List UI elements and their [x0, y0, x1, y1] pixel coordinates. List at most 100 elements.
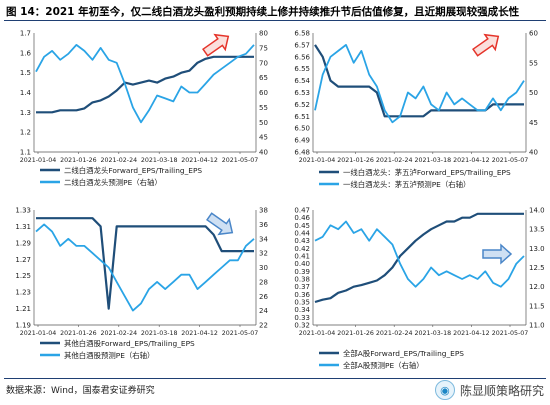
- right-tick-label: 50: [529, 89, 538, 97]
- left-tick-label: 1.1: [20, 149, 31, 157]
- watermark: ◉ 陈显顺策略研究: [434, 379, 544, 401]
- left-tick-label: 6.57: [294, 41, 310, 49]
- left-tick-label: 0.35: [294, 299, 310, 307]
- series-line-1: [35, 223, 255, 312]
- legend-label: 其他白酒股预测PE（右轴）: [64, 351, 154, 360]
- left-tick-label: 0.37: [294, 283, 310, 291]
- right-tick-label: 24: [259, 307, 268, 315]
- series-line-1: [35, 44, 255, 124]
- x-tick-label: 2021-05-07: [222, 157, 259, 164]
- left-tick-label: 0.36: [294, 291, 310, 299]
- trend-up-arrow-shape: [472, 33, 500, 57]
- trend-down-arrow-shape: [206, 212, 234, 236]
- x-tick-label: 2021-01-04: [299, 157, 336, 164]
- series-line-1: [314, 220, 525, 288]
- right-tick-label: 11.5: [529, 302, 545, 310]
- trend-up-arrow-icon: [472, 33, 500, 57]
- left-tick-label: 1.27: [15, 256, 31, 264]
- left-tick-label: 0.32: [294, 322, 310, 330]
- x-tick-label: 2021-05-07: [222, 330, 259, 337]
- right-tick-label: 40: [529, 149, 538, 157]
- x-tick-label: 2021-04-12: [453, 330, 490, 337]
- left-tick-label: 0.46: [294, 214, 310, 222]
- x-tick-label: 2021-01-26: [337, 330, 374, 337]
- right-tick-label: 32: [259, 250, 268, 258]
- right-tick-label: 45: [529, 119, 538, 127]
- right-tick-label: 65: [259, 74, 268, 82]
- x-tick-label: 2021-01-04: [20, 157, 57, 164]
- right-tick-label: 28: [259, 278, 268, 286]
- left-tick-label: 0.34: [294, 306, 310, 314]
- left-tick-label: 0.42: [294, 245, 310, 253]
- x-tick-label: 2021-01-26: [60, 330, 97, 337]
- x-tick-label: 2021-03-18: [141, 330, 178, 337]
- left-tick-label: 0.45: [294, 222, 310, 230]
- left-tick-label: 1.21: [15, 305, 31, 313]
- left-tick-label: 6.48: [294, 149, 310, 157]
- trend-down-arrow-icon: [206, 212, 234, 236]
- left-tick-label: 6.52: [294, 101, 310, 109]
- right-tick-label: 55: [259, 104, 268, 112]
- left-tick-label: 6.49: [294, 137, 310, 145]
- series-line-1: [314, 44, 525, 124]
- trend-up-arrow-shape: [202, 33, 230, 57]
- x-tick-label: 2021-01-26: [60, 157, 97, 164]
- left-tick-label: 0.33: [294, 314, 310, 322]
- footer-divider: [4, 378, 546, 379]
- right-tick-label: 50: [259, 119, 268, 127]
- right-tick-label: 14.0: [529, 207, 545, 215]
- left-tick-label: 1.23: [15, 289, 31, 297]
- right-tick-label: 60: [529, 30, 538, 38]
- trend-up-arrow-icon: [202, 33, 230, 57]
- x-tick-label: 2021-04-12: [453, 157, 490, 164]
- x-tick-label: 2021-03-18: [414, 330, 451, 337]
- right-tick-label: 55: [529, 59, 538, 67]
- left-tick-label: 1.3: [20, 109, 31, 117]
- left-tick-label: 1.5: [20, 69, 31, 77]
- x-tick-label: 2021-04-12: [181, 330, 218, 337]
- x-tick-label: 2021-05-07: [492, 330, 529, 337]
- right-tick-label: 12.5: [529, 264, 545, 272]
- figure-title: 图 14：2021 年初至今，仅二线白酒龙头盈利预期持续上修并持续推升节后估值修…: [6, 6, 520, 18]
- title-divider: [4, 20, 546, 21]
- left-tick-label: 6.53: [294, 89, 310, 97]
- legend-label: 其他白酒股Forward_EPS/Trailing_EPS: [64, 339, 195, 348]
- left-tick-label: 1.29: [15, 239, 31, 247]
- right-tick-label: 70: [259, 59, 268, 67]
- right-tick-label: 22: [259, 322, 268, 330]
- left-tick-label: 1.4: [20, 89, 32, 97]
- left-tick-label: 6.58: [294, 30, 310, 38]
- right-tick-label: 75: [259, 44, 268, 52]
- series-line-0: [314, 44, 524, 118]
- right-tick-label: 30: [259, 264, 268, 272]
- trend-flat-arrow-icon: [482, 243, 513, 265]
- left-tick-label: 6.54: [294, 77, 310, 85]
- left-tick-label: 6.55: [294, 65, 310, 73]
- watermark-text: 陈显顺策略研究: [459, 383, 544, 398]
- x-tick-label: 2021-03-18: [414, 157, 451, 164]
- right-tick-label: 38: [259, 207, 268, 215]
- left-tick-label: 6.50: [294, 125, 310, 133]
- left-tick-label: 0.47: [294, 207, 310, 215]
- right-tick-label: 13.5: [529, 226, 545, 234]
- right-tick-label: 40: [259, 149, 268, 157]
- right-tick-label: 60: [259, 89, 268, 97]
- legend-label: 全部A股Forward_EPS/Trailing_EPS: [343, 349, 464, 358]
- x-tick-label: 2021-04-12: [181, 157, 218, 164]
- left-tick-label: 1.19: [15, 322, 31, 330]
- legend-label: 二线白酒龙头预测PE（右轴）: [64, 178, 162, 187]
- left-tick-label: 0.40: [294, 260, 310, 268]
- source-note: 数据来源：Wind，国泰君安证券研究: [6, 386, 155, 396]
- right-tick-label: 12.0: [529, 283, 545, 291]
- left-tick-label: 0.38: [294, 276, 310, 284]
- x-tick-label: 2021-02-24: [376, 157, 413, 164]
- left-tick-label: 0.43: [294, 237, 310, 245]
- legend-label: 二线白酒龙头Forward_EPS/Trailing_EPS: [64, 166, 202, 175]
- right-tick-label: 45: [259, 134, 268, 142]
- left-tick-label: 1.7: [20, 30, 31, 38]
- legend-label: 一线白酒龙头：茅五泸预测PE（右轴）: [343, 180, 470, 189]
- x-tick-label: 2021-02-24: [376, 330, 413, 337]
- right-tick-label: 80: [259, 30, 268, 38]
- left-tick-label: 1.33: [15, 207, 31, 215]
- left-tick-label: 1.25: [15, 272, 31, 280]
